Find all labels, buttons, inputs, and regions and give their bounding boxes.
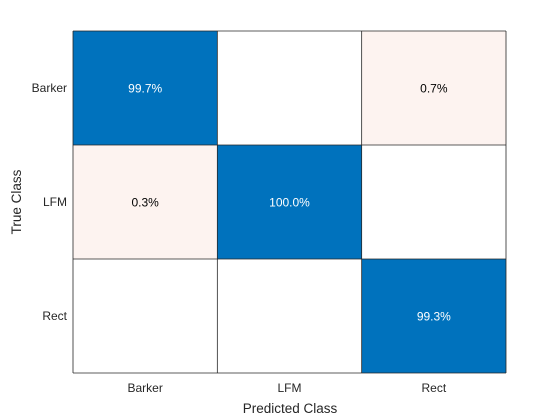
y-tick-labels: Barker LFM Rect (32, 81, 68, 323)
matrix-cell-0-1 (217, 31, 362, 145)
matrix-cell-2-1 (217, 259, 362, 373)
cell-value-0-0: 99.7% (128, 82, 162, 96)
matrix-cell-1-1 (217, 145, 362, 259)
cell-value-1-1: 100.0% (269, 196, 310, 210)
cell-value-2-2: 99.3% (417, 310, 451, 324)
matrix-cell-0-2 (361, 31, 506, 145)
x-tick-label: Rect (421, 381, 446, 395)
cell-value-0-2: 0.7% (420, 82, 448, 96)
matrix-cell-1-2 (361, 145, 506, 259)
y-tick-label: Rect (42, 309, 67, 323)
x-tick-labels: Barker LFM Rect (127, 381, 446, 395)
x-tick-label: LFM (278, 381, 302, 395)
matrix-cell-2-0 (73, 259, 218, 373)
x-tick-label: Barker (127, 381, 162, 395)
matrix-cell-0-0 (73, 31, 218, 145)
y-axis-label: True Class (9, 169, 24, 234)
matrix-cells: 99.7% 0.7% 0.3% 100.0% 99.3% (73, 31, 506, 373)
y-tick-label: Barker (32, 81, 67, 95)
cell-value-1-0: 0.3% (131, 196, 159, 210)
y-tick-label: LFM (43, 195, 67, 209)
matrix-grid (72, 30, 507, 374)
matrix-cell-1-0 (73, 145, 218, 259)
matrix-cell-2-2 (361, 259, 506, 373)
x-axis-label: Predicted Class (243, 401, 338, 416)
